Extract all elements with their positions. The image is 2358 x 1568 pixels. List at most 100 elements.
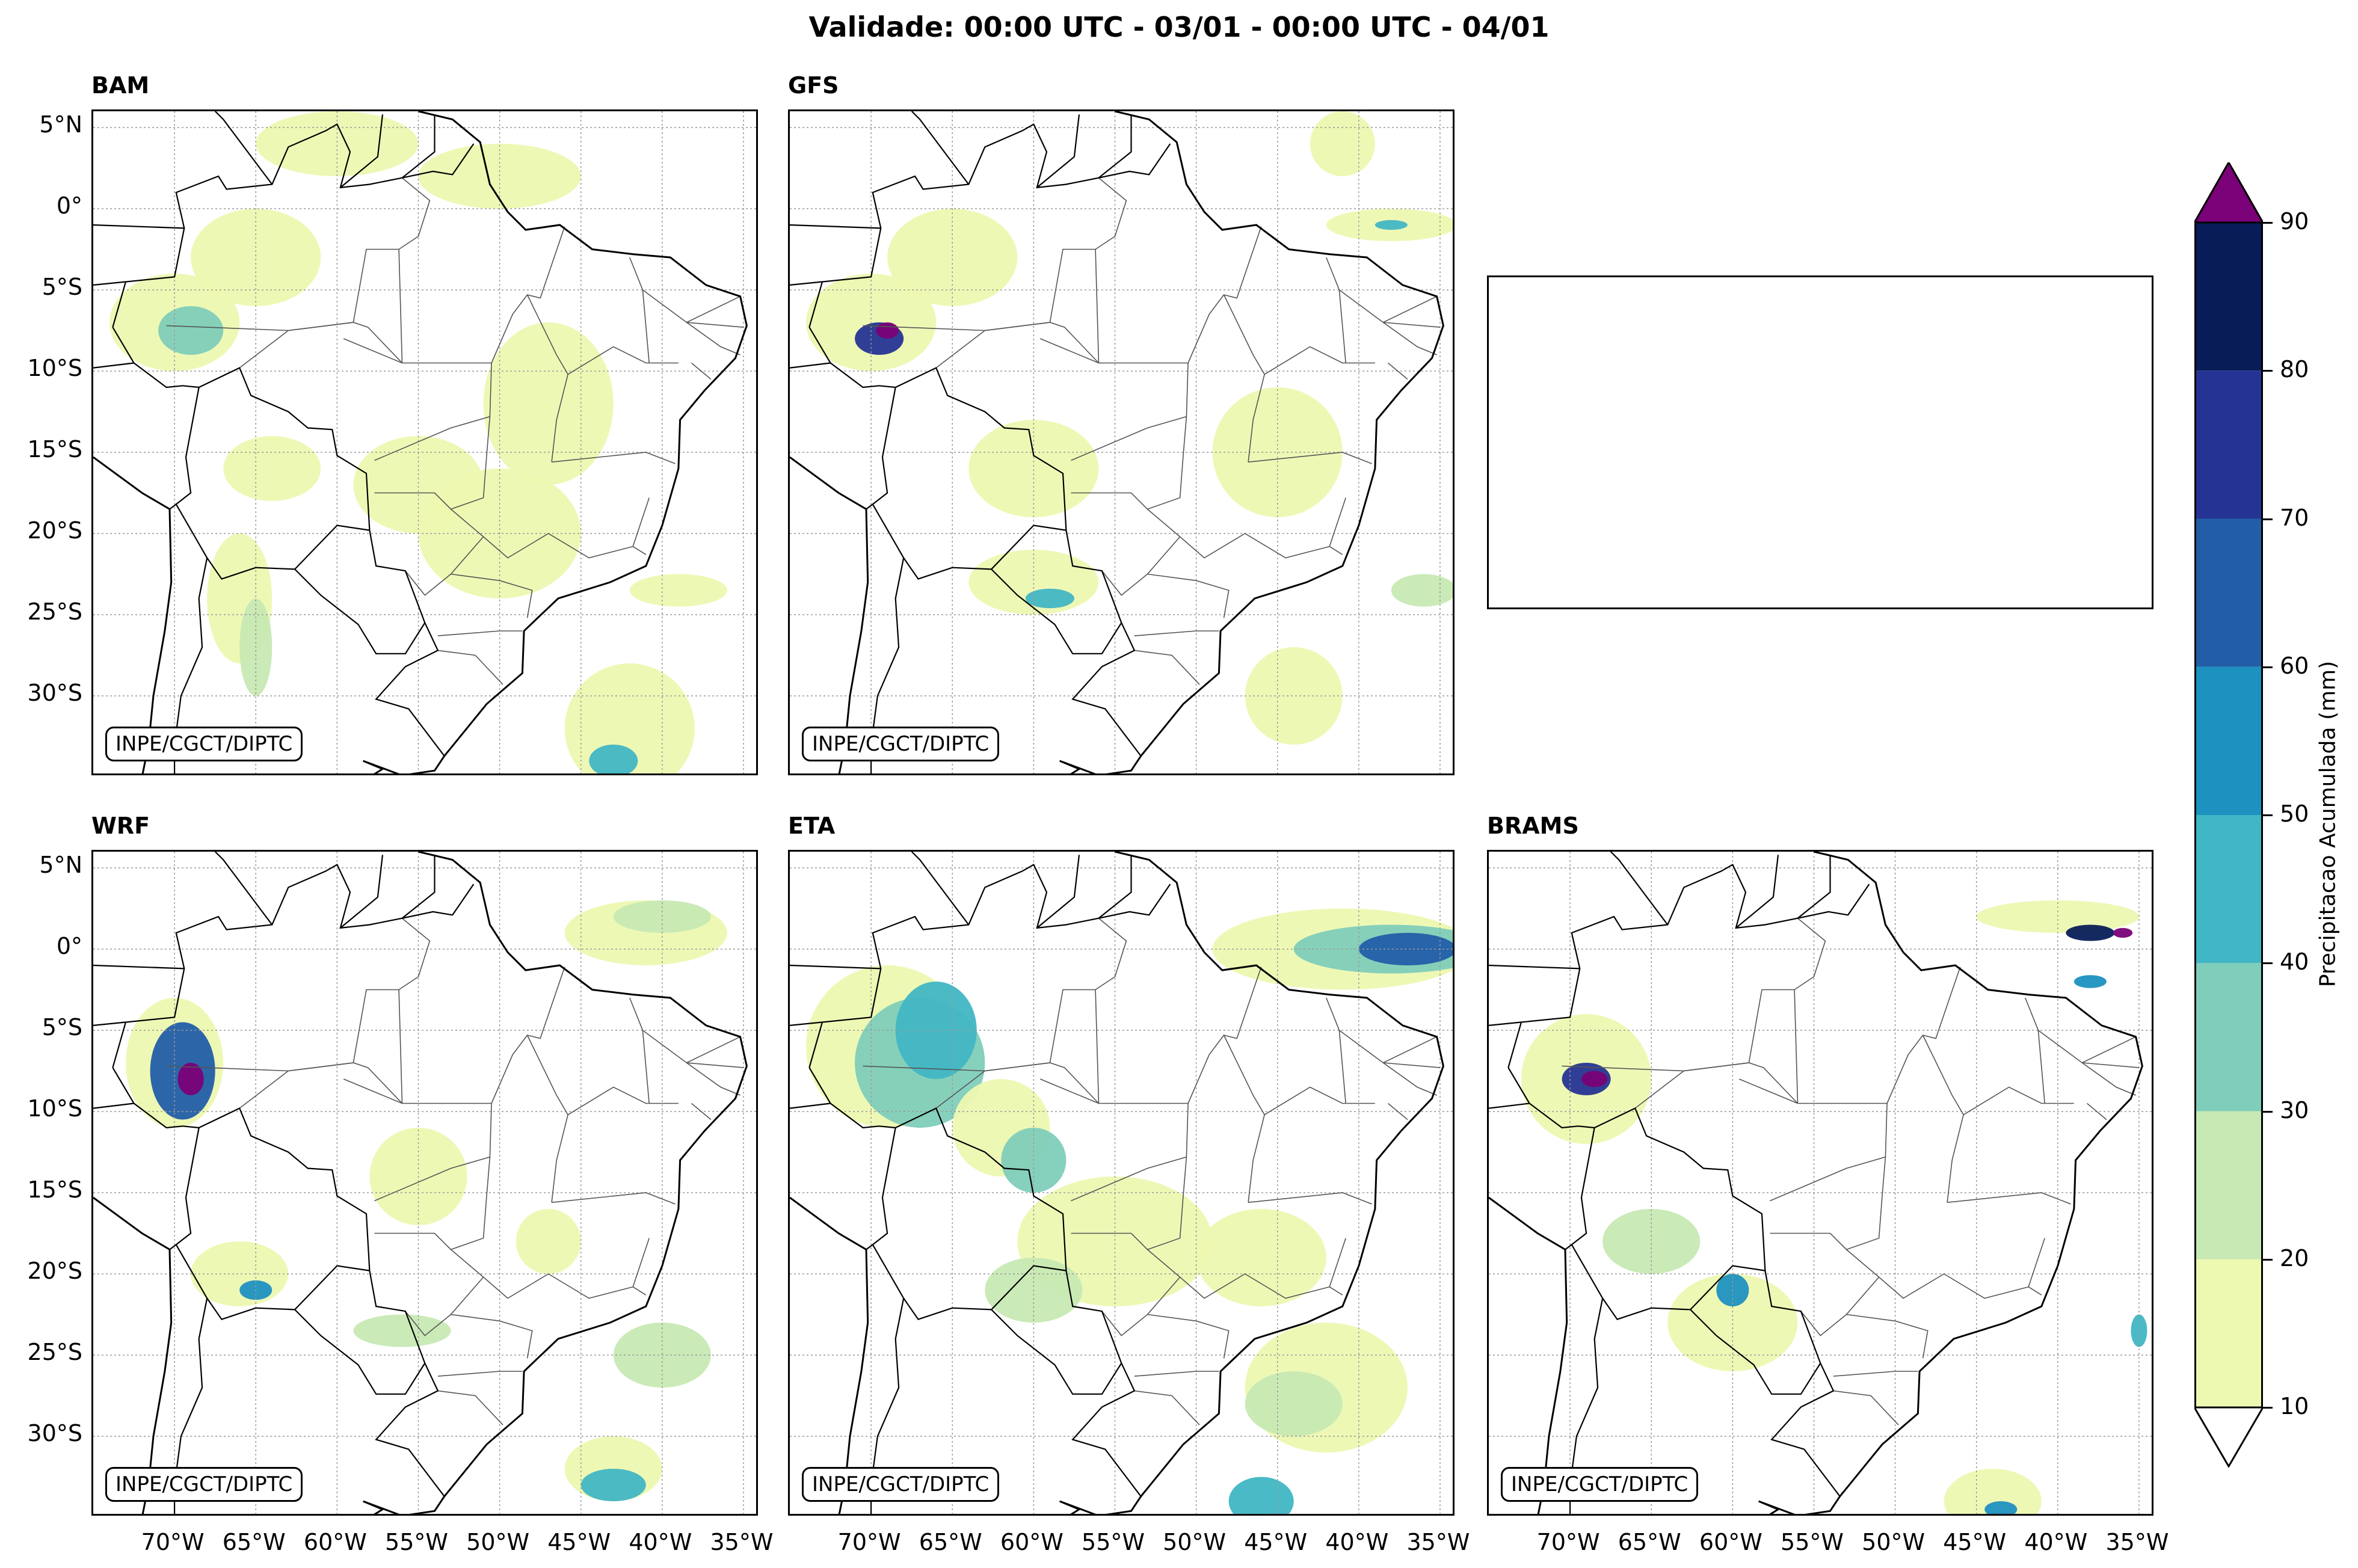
colorbar-segment [2194,1111,2263,1259]
state-boundary [567,1086,679,1116]
colorbar-tick-label: 10 [2280,1393,2309,1419]
country-border [93,1102,134,1109]
state-boundary [437,1390,503,1425]
colorbar-tick-mark [2263,814,2273,816]
lat-tick-label: 10°S [27,355,82,381]
state-boundary [632,1286,647,1296]
precip-area [968,420,1099,517]
country-border [790,281,823,286]
country-border [401,114,436,179]
precipitation-map [790,111,1453,773]
state-boundary [1071,1232,1148,1250]
precip-area [223,436,321,501]
state-boundary [1947,1192,2071,1205]
colorbar [2194,162,2263,1468]
state-boundary [1634,1062,1799,1109]
map-panel-bam: BAM INPE/CGCT/DIPTC [91,72,758,775]
colorbar-segment [2194,815,2263,964]
lat-tick-label: 20°S [27,1258,82,1284]
state-boundary [2082,1062,2140,1068]
credit-label: INPE/CGCT/DIPTC [105,1467,303,1502]
state-boundary [1886,967,1961,1104]
state-boundary [686,322,740,355]
country-border [808,1067,1142,1497]
lat-tick-label: 5°S [42,1014,82,1041]
state-boundary [863,918,1127,1072]
state-boundary [1338,1030,1437,1063]
state-boundary [1248,1192,1372,1205]
state-boundary [935,322,1100,369]
state-boundary [2086,1102,2107,1121]
colorbar-tick-mark [2263,518,2273,520]
lon-tick-label: 40°W [2024,1529,2088,1555]
state-boundary [374,1102,492,1202]
precip-area [1245,1371,1343,1436]
lon-tick-label: 35°W [2105,1529,2169,1555]
credit-label: INPE/CGCT/DIPTC [1501,1467,1699,1502]
country-border [214,111,273,185]
precip-area [516,1209,581,1274]
lon-tick-label: 50°W [1862,1529,1925,1555]
state-boundary [1383,1062,1441,1068]
country-border [1098,855,1132,919]
state-boundary [1134,1390,1200,1425]
state-boundary [405,536,484,596]
lon-tick-label: 60°W [303,1529,367,1555]
state-boundary [686,322,744,328]
country-border [790,362,831,369]
map-area: INPE/CGCT/DIPTC [1487,850,2153,1516]
panel-title: ETA [788,813,836,839]
state-boundary [449,416,650,559]
colorbar-segment [2194,963,2263,1111]
precip-area [887,209,1018,306]
country-border [1735,855,1779,929]
lon-tick-label: 55°W [1781,1529,1844,1555]
lat-tick-label: 0° [56,933,82,959]
lat-tick-label: 5°N [39,852,82,878]
country-border [1565,1127,1595,1250]
state-boundary [1071,1102,1189,1202]
state-boundary [166,177,431,331]
state-boundary [1845,1157,2045,1299]
precip-area [2066,924,2115,941]
precip-area [177,1063,204,1095]
lon-tick-label: 65°W [919,1529,982,1555]
coastline [1489,852,2143,1514]
precip-area [2073,975,2107,988]
precip-area [1581,1071,1608,1087]
colorbar-tick-label: 70 [2280,504,2309,531]
lon-tick-label: 55°W [1082,1529,1145,1555]
state-boundary [526,294,568,463]
country-border [112,864,475,1068]
lat-tick-label: 15°S [27,1176,82,1203]
state-boundary [491,967,565,1104]
state-boundary [2028,1286,2042,1296]
state-boundary [1833,1390,1899,1425]
state-boundary [437,650,503,685]
country-border [169,1127,200,1250]
precip-area [1374,220,1408,230]
country-border [1610,852,1669,926]
precipitation-map [790,852,1453,1514]
state-boundary [1223,1035,1265,1203]
lon-tick-label: 45°W [547,1529,611,1555]
precip-area [564,663,695,773]
precip-area [2131,1314,2147,1347]
colorbar-tick-label: 30 [2280,1096,2309,1124]
state-boundary [374,362,492,461]
state-boundary [935,1062,1100,1109]
colorbar-tick-mark [2263,666,2273,668]
lat-tick-label: 25°S [27,1339,82,1365]
colorbar-under-extend [2194,1406,2263,1468]
lat-tick-label: 5°N [39,111,82,138]
state-boundary [1095,249,1100,363]
state-boundary [1147,573,1230,618]
map-area: INPE/CGCT/DIPTC [91,109,758,775]
precip-area [589,745,638,773]
lon-tick-label: 35°W [710,1529,774,1555]
colorbar-tick-mark [2263,222,2273,224]
country-border [911,111,970,185]
state-boundary [449,1157,650,1299]
state-boundary [1101,1276,1181,1336]
state-boundary [1071,492,1148,510]
